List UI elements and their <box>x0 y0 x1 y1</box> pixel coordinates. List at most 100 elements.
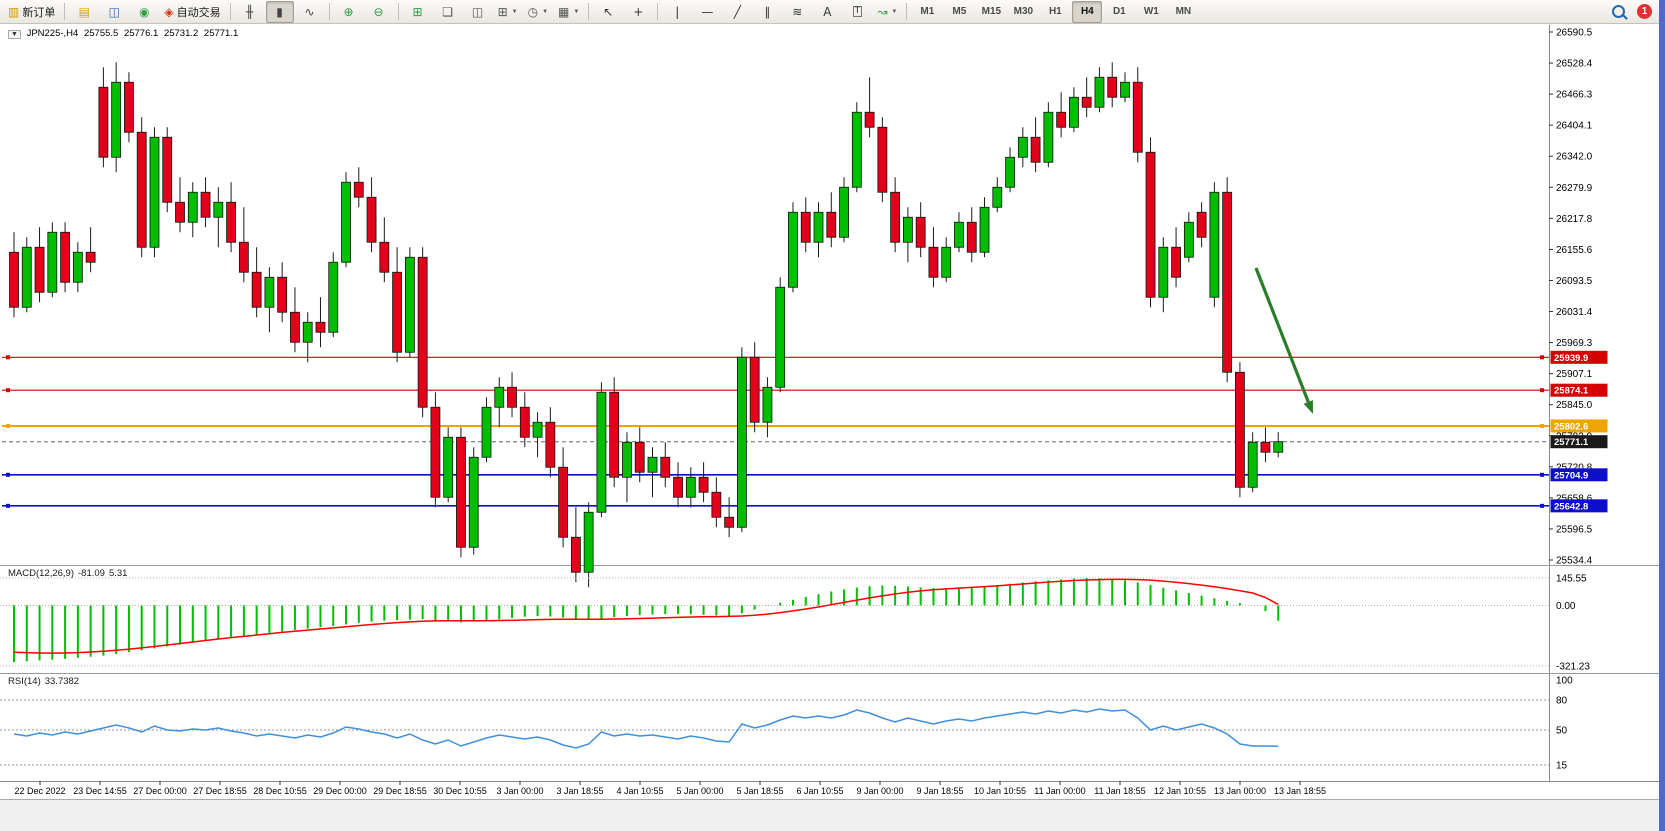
candle-body <box>775 286 786 388</box>
price-level-tag <box>1550 468 1608 482</box>
candle-body <box>430 406 441 498</box>
candle-body <box>1235 371 1245 488</box>
horizontal-line-icon: — <box>701 4 714 19</box>
notification-badge[interactable]: 1 <box>1637 4 1652 19</box>
zoom-out-button[interactable]: ⊖ <box>365 1 393 23</box>
vertical-line-button[interactable]: | <box>663 1 691 23</box>
time-axis-label: 11 Jan 18:55 <box>1094 786 1145 796</box>
rsi-name: RSI(14) <box>8 676 41 687</box>
charts-profile-button[interactable]: ▤ <box>70 1 98 23</box>
level-anchor-handle[interactable] <box>6 388 10 393</box>
candle-body <box>1005 156 1015 188</box>
template-button[interactable]: ▦ ▼ <box>554 1 583 23</box>
text-label-button[interactable]: T <box>843 1 871 23</box>
price-level-tag <box>1550 419 1608 433</box>
candle-body <box>570 536 581 573</box>
cascade-windows-button[interactable]: ❏ <box>434 1 462 23</box>
arrange-windows-button[interactable]: ◫ <box>464 1 492 23</box>
horizontal-line-button[interactable]: — <box>693 1 721 23</box>
candle-body <box>979 206 990 253</box>
timeframe-m1-button[interactable]: M1 <box>920 6 935 17</box>
trend-arrow-head[interactable] <box>1303 400 1313 414</box>
candle-body <box>251 271 262 308</box>
candle-body <box>1222 191 1233 373</box>
zoom-in-button[interactable]: ⊕ <box>335 1 363 23</box>
timeframe-m30-button[interactable]: M30 <box>1013 6 1034 17</box>
candle-body <box>903 216 913 243</box>
timeframe-mn-button[interactable]: MN <box>1175 6 1192 17</box>
time-axis-label: 13 Jan 18:55 <box>1274 786 1326 796</box>
auto-trading-button[interactable]: ◈ 自动交易 <box>160 1 224 23</box>
current-price-tag <box>1550 435 1608 449</box>
timeframe-h4-button[interactable]: H4 <box>1072 0 1103 23</box>
chart-collapse-icon[interactable]: ▼ <box>8 30 21 39</box>
candlestick-chart-button[interactable]: ▮ <box>265 0 294 23</box>
tile-windows-button[interactable]: ⊞ <box>404 1 432 23</box>
level-anchor-handle[interactable] <box>6 423 10 428</box>
price-axis-label: 26404.1 <box>1556 121 1593 132</box>
candle-body <box>494 386 505 408</box>
time-axis-label: 30 Dec 10:55 <box>433 786 487 796</box>
cursor-icon: ↖ <box>603 4 614 19</box>
timeframe-m5-button[interactable]: M5 <box>952 6 967 17</box>
candle-body <box>481 406 492 458</box>
line-chart-button[interactable]: ∿ <box>296 1 324 23</box>
price-axis-label: 26279.9 <box>1556 183 1593 194</box>
level-anchor-handle[interactable] <box>1540 388 1544 393</box>
trend-arrow-line[interactable] <box>1254 267 1310 403</box>
level-anchor-handle[interactable] <box>1540 355 1544 360</box>
level-anchor-handle[interactable] <box>1540 503 1544 508</box>
cursor-button[interactable]: ↖ <box>594 1 622 23</box>
candle-body <box>545 421 556 468</box>
level-anchor-handle[interactable] <box>1540 423 1544 428</box>
timeframe-m15-button[interactable]: M15 <box>981 6 1002 17</box>
level-anchor-handle[interactable] <box>6 355 10 360</box>
candle-body <box>800 211 811 243</box>
market-watch-button[interactable]: ◫ <box>100 1 128 23</box>
low-value: 25731.2 <box>163 28 199 39</box>
arrows-objects-button[interactable]: ↝ ▼ <box>873 1 901 23</box>
timeframe-h1-button[interactable]: H1 <box>1048 6 1062 17</box>
candle-body <box>992 186 1003 208</box>
period-selector-icon: ◷ <box>527 4 539 19</box>
rsi-value: 33.7382 <box>44 676 80 687</box>
candle-body <box>1017 136 1028 158</box>
period-selector-button[interactable]: ◷ ▼ <box>524 1 552 23</box>
time-axis-label: 13 Jan 00:00 <box>1214 786 1266 796</box>
text-button[interactable]: A <box>813 1 841 23</box>
level-anchor-handle[interactable] <box>1540 472 1544 477</box>
crosshair-button[interactable]: + <box>624 1 652 23</box>
channel-button[interactable]: ∥ <box>753 1 781 23</box>
toolbar-separator <box>64 3 66 20</box>
candle-body <box>954 221 964 248</box>
fibonacci-button[interactable]: ≋ <box>783 1 811 23</box>
rsi-line <box>13 708 1279 749</box>
window-bottom-area <box>0 800 1659 831</box>
candle-body <box>302 321 313 343</box>
trendline-button[interactable]: ╱ <box>723 1 751 23</box>
macd-axis-label: 0.00 <box>1556 601 1576 612</box>
timeframe-w1-button[interactable]: W1 <box>1143 6 1159 17</box>
time-axis-label: 22 Dec 2022 <box>14 786 65 796</box>
candle-body <box>698 476 709 493</box>
time-axis-label: 12 Jan 10:55 <box>1154 786 1206 796</box>
timeframe-d1-button[interactable]: D1 <box>1112 6 1126 17</box>
search-button[interactable] <box>1604 1 1632 23</box>
candle-body <box>1107 76 1118 98</box>
price-axis-label: 25596.5 <box>1556 524 1593 535</box>
new-chart-icon: ⊞ <box>497 4 508 19</box>
price-axis-label: 26217.8 <box>1556 214 1593 225</box>
level-anchor-handle[interactable] <box>6 503 10 508</box>
candle-body <box>328 261 339 333</box>
high-value: 25776.1 <box>123 28 159 39</box>
macd-name: MACD(12,26,9) <box>8 568 74 579</box>
level-anchor-handle[interactable] <box>6 472 10 477</box>
bar-chart-button[interactable]: ╫ <box>236 1 264 23</box>
candle-body <box>47 231 58 293</box>
new-chart-button[interactable]: ⊞ ▼ <box>494 1 522 23</box>
new-order-button[interactable]: ▥ 新订单 <box>4 1 59 23</box>
new-order-icon: ▥ <box>8 4 20 19</box>
candle-body <box>21 246 32 308</box>
navigator-button[interactable]: ◉ <box>130 1 158 23</box>
